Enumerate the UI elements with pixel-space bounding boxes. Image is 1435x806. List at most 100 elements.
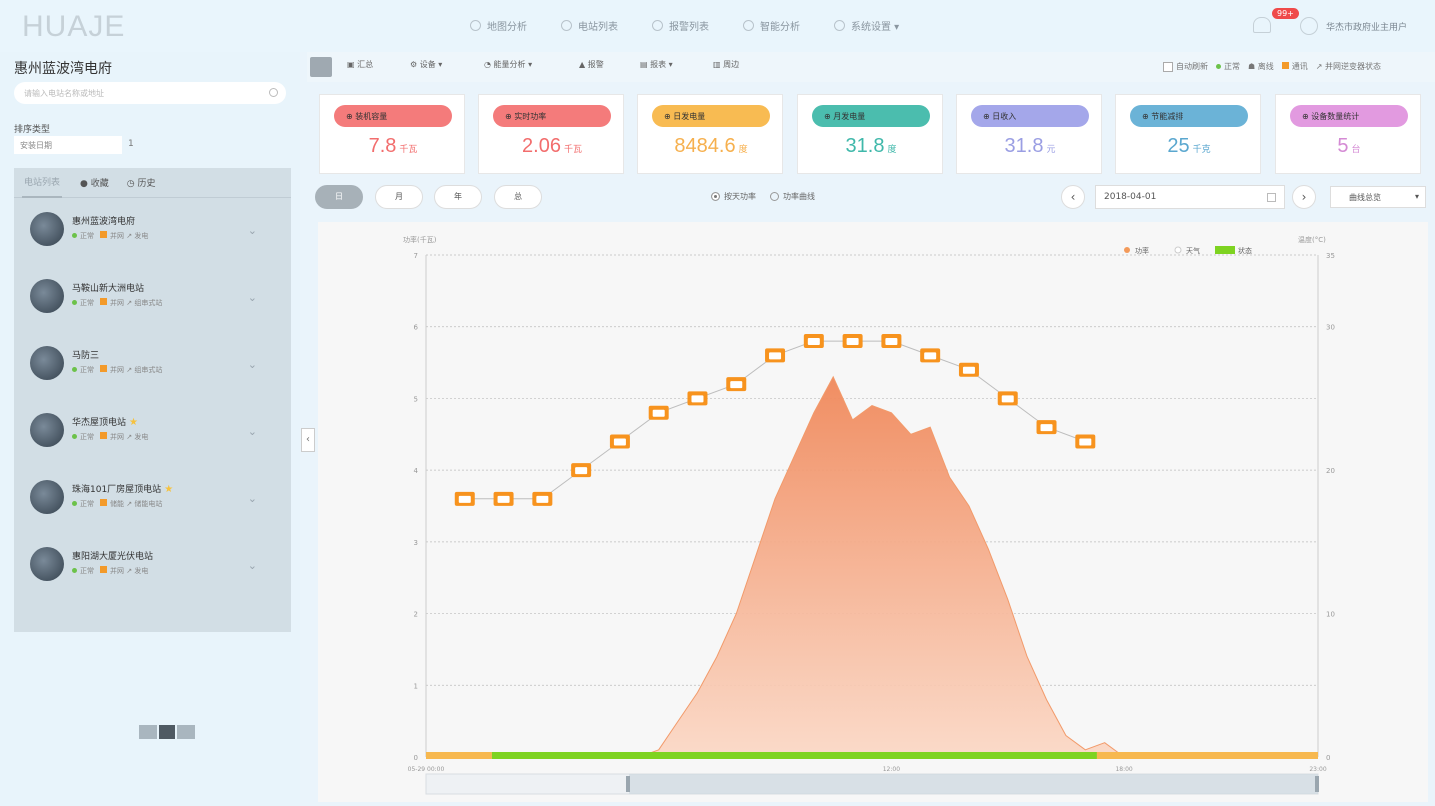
page-current[interactable] bbox=[159, 725, 175, 739]
settings-icon bbox=[834, 20, 845, 31]
date-input[interactable]: 2018-04-01 bbox=[1095, 185, 1285, 209]
chevron-down-icon[interactable]: ⌄ bbox=[247, 559, 257, 572]
page-prev[interactable] bbox=[139, 725, 157, 739]
kpi-unit: 千克 bbox=[1192, 144, 1211, 154]
nav-settings[interactable]: 系统设置 ▾ bbox=[834, 18, 899, 33]
toolbar-label: 汇总 bbox=[357, 60, 374, 69]
station-type: 组串式站 bbox=[134, 299, 163, 307]
toolbar-summary[interactable]: ▣ 汇总 bbox=[347, 60, 374, 69]
station-status: 正常 bbox=[80, 232, 94, 240]
y-tick-label: 7 bbox=[414, 252, 418, 260]
period-year-button[interactable]: 年 bbox=[434, 185, 482, 209]
radio-daily-power[interactable]: 按天功率 bbox=[711, 191, 756, 202]
caret-down-icon: ▾ bbox=[1414, 192, 1419, 201]
period-total-button[interactable]: 总 bbox=[494, 185, 542, 209]
radio-off-icon bbox=[770, 192, 779, 201]
nav-label: 智能分析 bbox=[760, 22, 800, 33]
toolbar-energy[interactable]: ◔ 能量分析 ▾ bbox=[484, 60, 533, 69]
dropdown-label: 曲线总览 bbox=[1349, 193, 1381, 202]
cloud-icon bbox=[1001, 395, 1014, 403]
tab-label: 收藏 bbox=[90, 179, 109, 189]
nav-station-list[interactable]: 电站列表 bbox=[561, 18, 618, 33]
station-item[interactable]: 珠海101厂房屋顶电站 ★ 正常 储能 ↗ 储能电站 ⌄ bbox=[14, 466, 291, 533]
station-search-input[interactable]: 请输入电站名称或地址 bbox=[14, 82, 286, 104]
station-status: 正常 bbox=[80, 366, 94, 374]
next-date-button[interactable]: › bbox=[1292, 185, 1316, 209]
calendar-icon[interactable] bbox=[1267, 193, 1276, 202]
prev-date-button[interactable]: ‹ bbox=[1061, 185, 1085, 209]
toolbar-alarm[interactable]: ▲ 报警 bbox=[579, 60, 604, 69]
kpi-number: 7.8 bbox=[368, 135, 397, 157]
favorite-star-icon[interactable]: ★ bbox=[164, 484, 174, 495]
station-avatar bbox=[30, 413, 64, 447]
page-next[interactable] bbox=[177, 725, 195, 739]
filter-label: 排序类型 bbox=[14, 125, 51, 135]
nav-map[interactable]: 地图分析 bbox=[470, 18, 527, 33]
user-icon[interactable] bbox=[1300, 17, 1318, 35]
logo: HUAJE bbox=[22, 10, 126, 43]
station-item[interactable]: 马防三 正常 并网 ↗ 组串式站 ⌄ bbox=[14, 332, 291, 399]
chevron-down-icon[interactable]: ⌄ bbox=[247, 224, 257, 237]
toolbar-reports[interactable]: ▤ 报表 ▾ bbox=[640, 60, 673, 69]
nav-label: 报警列表 bbox=[669, 22, 709, 33]
station-meta: 正常 并网 ↗ 组串式站 bbox=[72, 298, 162, 308]
cloud-icon bbox=[962, 366, 975, 374]
cloud-icon bbox=[807, 338, 820, 346]
station-meta: 正常 并网 ↗ 发电 bbox=[72, 432, 148, 442]
checkbox-icon bbox=[1163, 61, 1173, 72]
station-item[interactable]: 惠州蓝波湾电府 正常 并网 ↗ 发电 ⌄ bbox=[14, 198, 291, 265]
y-tick-label: 6 bbox=[414, 324, 419, 332]
auto-refresh-toggle[interactable]: 自动刷新 bbox=[1163, 61, 1208, 72]
y-tick-label: 1 bbox=[414, 682, 418, 690]
station-name: 马防三 bbox=[72, 348, 99, 361]
sidebar: 惠州蓝波湾电府 请输入电站名称或地址 排序类型 安装日期 1 电站列表 ● 收藏… bbox=[0, 52, 300, 806]
station-grid: 并网 bbox=[110, 433, 124, 441]
toolbar-search-button[interactable] bbox=[310, 57, 332, 77]
station-name-text: 惠阳湖大厦光伏电站 bbox=[72, 552, 154, 562]
bell-icon[interactable] bbox=[1253, 17, 1271, 33]
period-day-button[interactable]: 日 bbox=[315, 185, 363, 209]
cloud-icon bbox=[1079, 438, 1092, 446]
station-item[interactable]: 华杰屋顶电站 ★ 正常 并网 ↗ 发电 ⌄ bbox=[14, 399, 291, 466]
curve-overview-dropdown[interactable]: 曲线总览 ▾ bbox=[1330, 186, 1426, 208]
station-item[interactable]: 马鞍山新大洲电站 正常 并网 ↗ 组串式站 ⌄ bbox=[14, 265, 291, 332]
legend-label: 状态 bbox=[1238, 246, 1252, 255]
period-month-button[interactable]: 月 bbox=[375, 185, 423, 209]
y-tick-label: 4 bbox=[414, 467, 419, 475]
status-dot-icon bbox=[72, 233, 77, 238]
nav-alarm-list[interactable]: 报警列表 bbox=[652, 18, 709, 33]
cloud-icon bbox=[536, 495, 549, 503]
station-status: 正常 bbox=[80, 500, 94, 508]
radio-power-curve[interactable]: 功率曲线 bbox=[770, 191, 815, 202]
cloud-icon bbox=[769, 352, 782, 360]
x-tick-label: 23:00 bbox=[1309, 766, 1326, 773]
chevron-down-icon[interactable]: ⌄ bbox=[247, 492, 257, 505]
tab-favorites[interactable]: ● 收藏 bbox=[80, 179, 109, 189]
legend-label: 天气 bbox=[1186, 246, 1200, 255]
toolbar-right-label: 自动刷新 bbox=[1176, 62, 1208, 71]
chevron-down-icon[interactable]: ⌄ bbox=[247, 425, 257, 438]
chevron-down-icon[interactable]: ⌄ bbox=[247, 291, 257, 304]
favorite-star-icon[interactable]: ★ bbox=[129, 417, 138, 428]
tab-history[interactable]: ◷ 历史 bbox=[126, 179, 156, 189]
nav-analysis[interactable]: 智能分析 bbox=[743, 18, 800, 33]
cloud-icon bbox=[613, 438, 626, 446]
power-area bbox=[639, 375, 1126, 758]
kpi-row: ⊕ 装机容量 7.8 千瓦 ⊕ 实时功率 2.06 千瓦 ⊕ 日发电量 8484.6 度 ⊕ 月发… bbox=[319, 94, 1422, 174]
tab-station-list[interactable]: 电站列表 bbox=[22, 167, 63, 198]
sort-select[interactable]: 安装日期 bbox=[14, 136, 122, 154]
toolbar-surroundings[interactable]: ▥ 周边 bbox=[713, 60, 740, 69]
search-icon[interactable] bbox=[269, 88, 278, 97]
collapse-sidebar-button[interactable]: ‹ bbox=[301, 428, 315, 452]
status-dot-icon bbox=[72, 568, 77, 573]
station-item[interactable]: 惠阳湖大厦光伏电站 正常 并网 ↗ 发电 ⌄ bbox=[14, 533, 291, 600]
analysis-icon bbox=[743, 20, 754, 31]
top-nav: 地图分析 电站列表 报警列表 智能分析 系统设置 ▾ bbox=[470, 18, 899, 33]
chevron-down-icon[interactable]: ⌄ bbox=[247, 358, 257, 371]
station-grid: 并网 bbox=[110, 232, 124, 240]
kpi-label-text: 实时功率 bbox=[514, 112, 547, 121]
status-dot-icon bbox=[72, 300, 77, 305]
user-name[interactable]: 华杰市政府业主用户 bbox=[1326, 23, 1408, 33]
toolbar-devices[interactable]: ⚙ 设备 ▾ bbox=[410, 60, 443, 69]
